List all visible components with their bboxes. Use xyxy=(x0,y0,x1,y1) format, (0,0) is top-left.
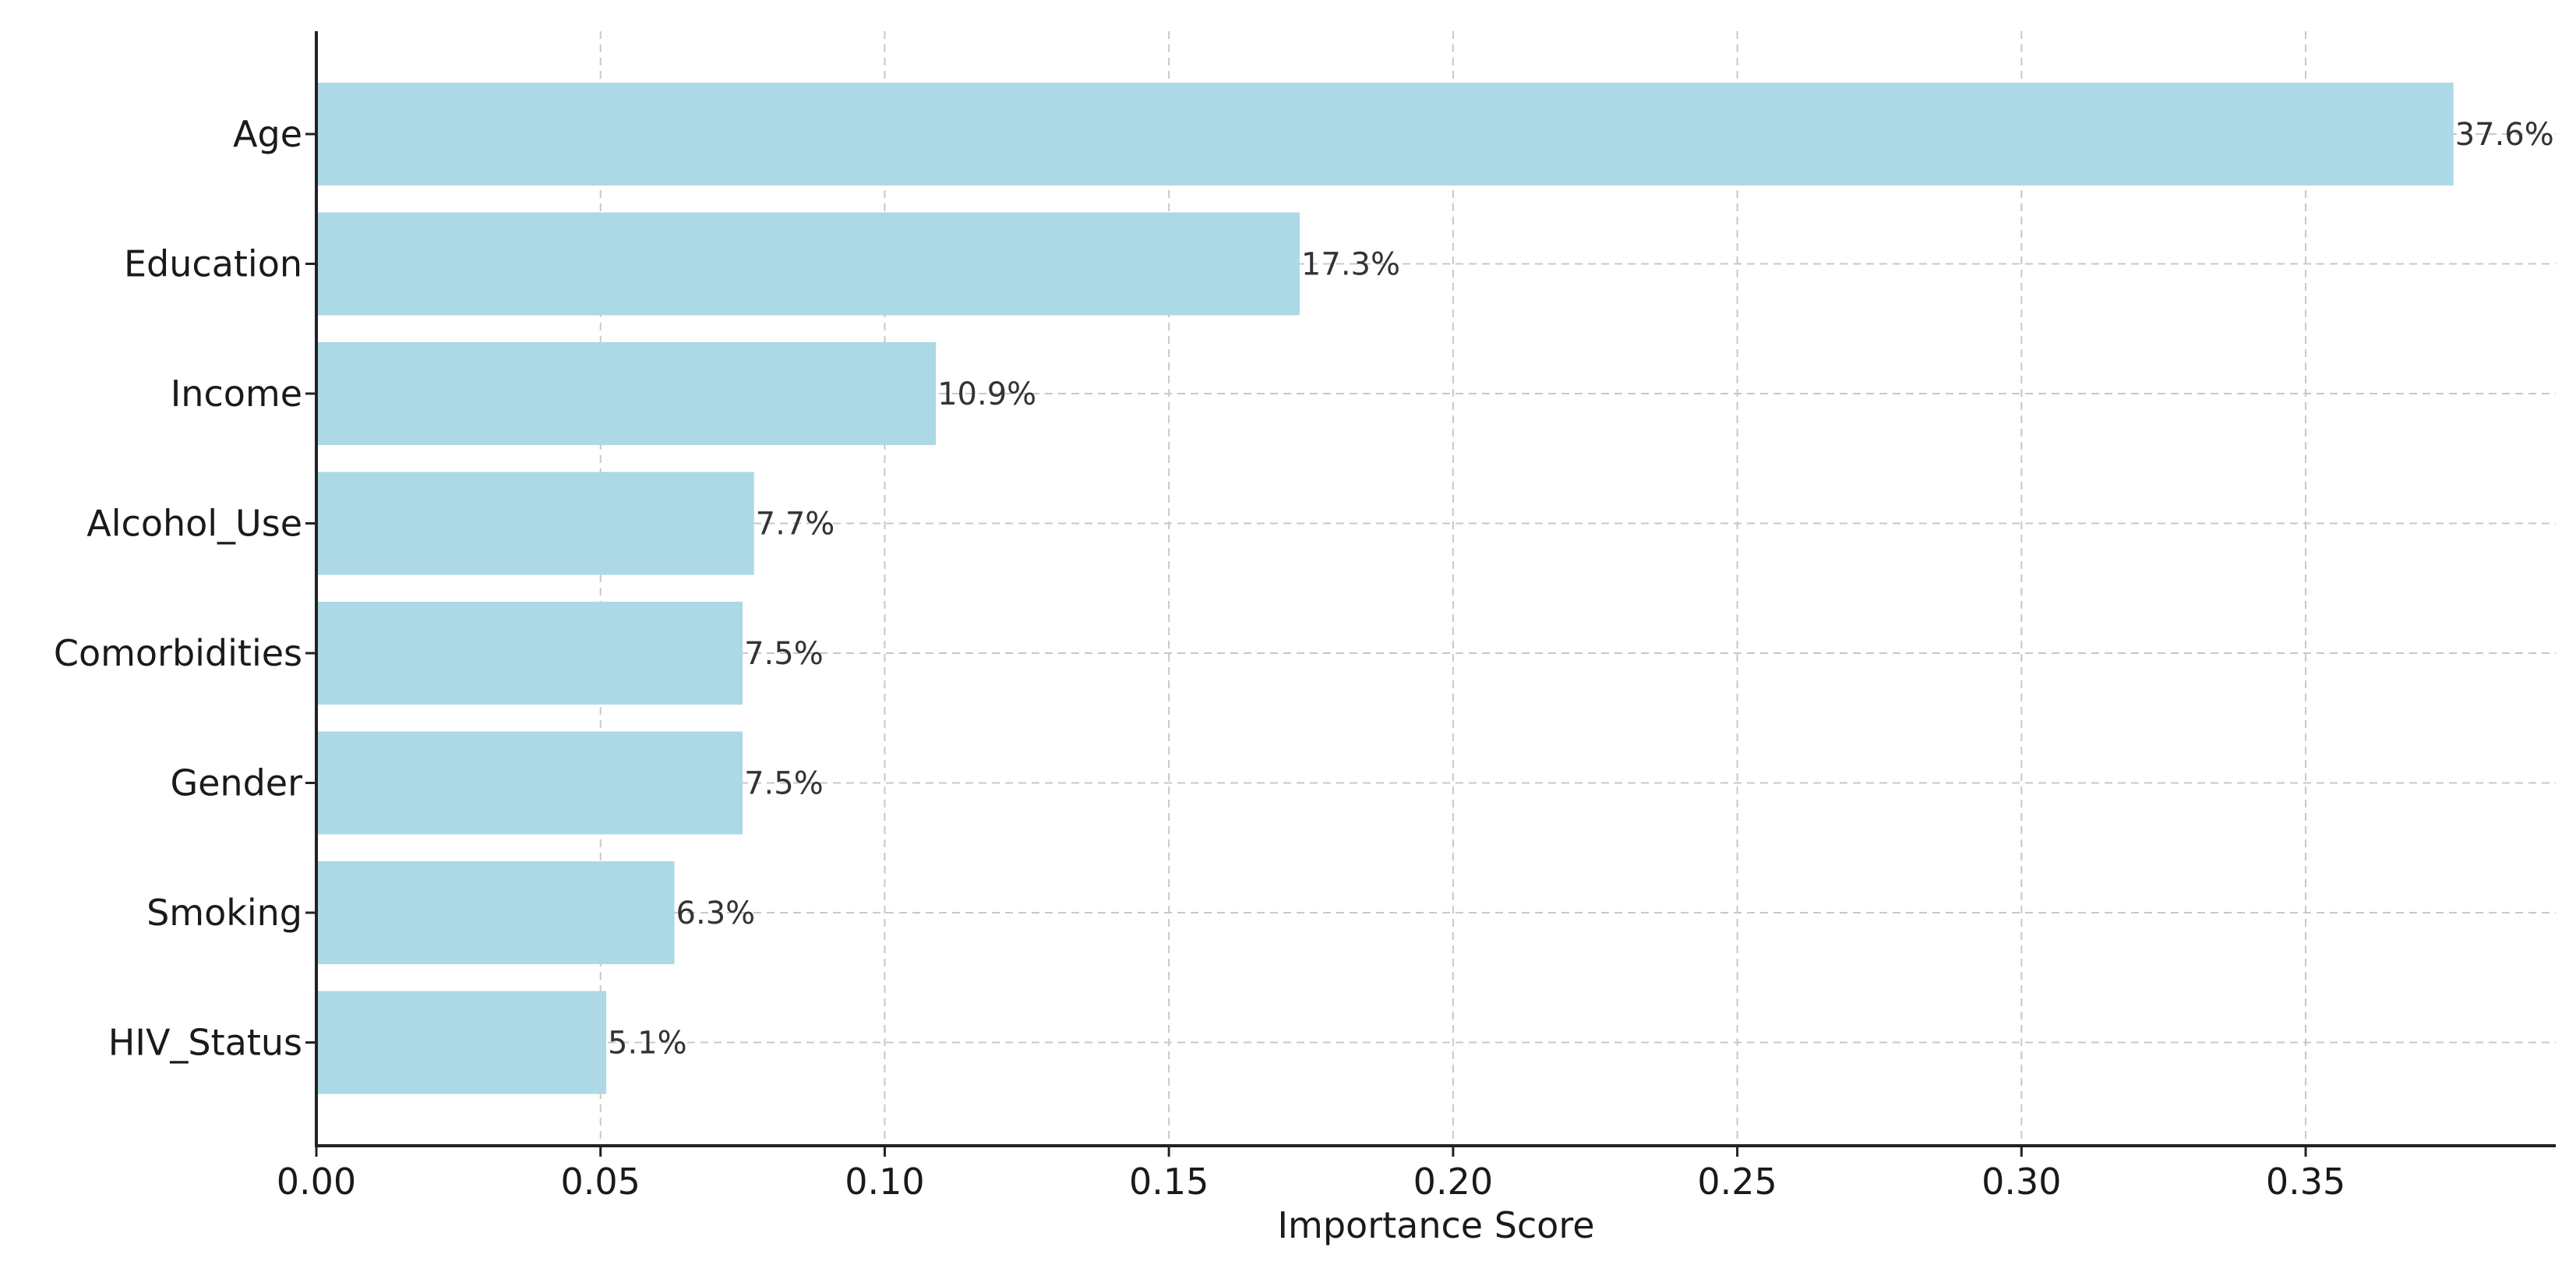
data-label: 7.5% xyxy=(744,636,824,672)
x-axis-title: Importance Score xyxy=(1277,1204,1594,1246)
data-label: 7.5% xyxy=(744,766,824,802)
category-label: HIV_Status xyxy=(108,1022,302,1064)
grid-layer xyxy=(316,31,2556,1146)
x-tick-label: 0.30 xyxy=(1981,1161,2061,1203)
category-label: Income xyxy=(171,373,302,415)
category-label: Comorbidities xyxy=(54,632,302,674)
bar-layer xyxy=(316,83,2454,1094)
data-label: 10.9% xyxy=(937,376,1036,412)
category-label: Age xyxy=(233,113,302,155)
x-tick-label: 0.15 xyxy=(1129,1161,1209,1203)
data-label: 37.6% xyxy=(2455,117,2554,153)
category-label: Smoking xyxy=(146,892,302,934)
bar-comorbidities xyxy=(316,602,743,705)
data-label: 17.3% xyxy=(1301,247,1400,283)
category-label: Education xyxy=(124,243,302,285)
category-label: Gender xyxy=(170,762,302,804)
category-label: Alcohol_Use xyxy=(86,503,302,545)
bar-education xyxy=(316,212,1300,316)
x-tick-label: 0.20 xyxy=(1413,1161,1493,1203)
data-label: 5.1% xyxy=(608,1026,687,1062)
x-tick-label: 0.05 xyxy=(561,1161,640,1203)
axis-layer xyxy=(315,31,2556,1147)
label-layer: 0.00 0.05 0.10 0.15 0.20 0.25 0.30 0.35 Age 37.6%… xyxy=(54,113,2554,1203)
bar-gender xyxy=(316,731,743,835)
data-label: 6.3% xyxy=(676,896,756,931)
x-tick-label: 0.25 xyxy=(1697,1161,1777,1203)
x-tick-label: 0.00 xyxy=(277,1161,356,1203)
bar-smoking xyxy=(316,861,675,964)
bar-income xyxy=(316,342,937,445)
data-label: 7.7% xyxy=(756,507,835,542)
x-tick-label: 0.10 xyxy=(845,1161,924,1203)
bar-age xyxy=(316,83,2454,186)
bar-hiv-status xyxy=(316,991,607,1094)
x-tick-label: 0.35 xyxy=(2266,1161,2345,1203)
bar-alcohol-use xyxy=(316,472,754,575)
